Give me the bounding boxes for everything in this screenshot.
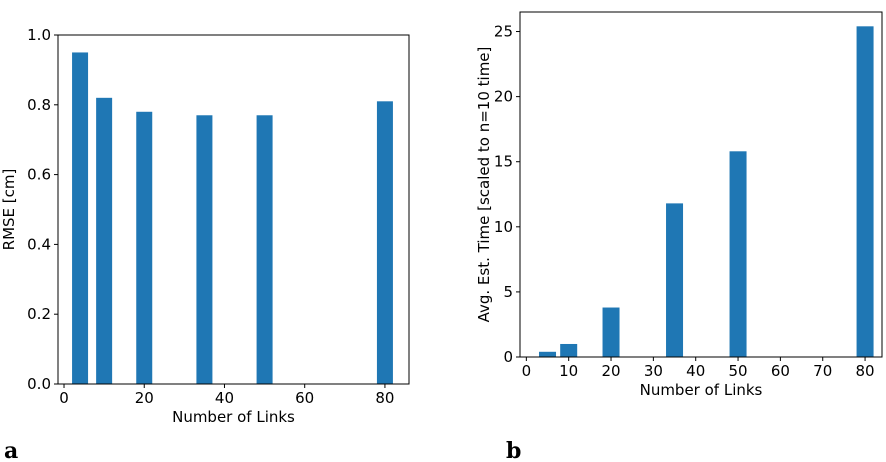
x-tick-label: 50: [728, 362, 747, 380]
y-tick-label: 25: [494, 23, 513, 41]
bar: [602, 307, 620, 357]
x-tick-label: 0: [59, 389, 69, 407]
bar: [196, 115, 213, 385]
y-tick-label: 0.4: [27, 235, 51, 253]
x-tick-label: 80: [856, 362, 875, 380]
bar: [560, 343, 578, 357]
panel-label: b: [506, 438, 521, 462]
y-axis-label: RMSE [cm]: [0, 169, 18, 251]
y-tick-label: 0.6: [27, 166, 51, 184]
plot-frame: [519, 11, 883, 358]
x-tick-label: 0: [522, 362, 532, 380]
x-tick-label: 60: [771, 362, 790, 380]
bar: [729, 151, 747, 357]
y-tick-label: 0.2: [27, 305, 51, 323]
x-tick-label: 30: [644, 362, 663, 380]
bar: [376, 101, 393, 384]
x-tick-label: 70: [813, 362, 832, 380]
x-tick-label: 80: [375, 389, 394, 407]
y-tick-label: 5: [503, 283, 513, 301]
x-tick-label: 40: [686, 362, 705, 380]
y-tick-label: 0.0: [27, 375, 51, 393]
bar: [72, 52, 89, 384]
bar: [539, 351, 557, 357]
x-tick-label: 20: [601, 362, 620, 380]
y-tick-label: 15: [494, 153, 513, 171]
bar: [256, 115, 273, 385]
bar: [856, 26, 874, 358]
chart-a: 0 20 40 60 80 0.0 0.2 0.4 0.6 0.8 1.0 Number of Lin…: [0, 26, 410, 462]
panel-label: a: [4, 438, 18, 462]
y-tick-label: 0.8: [27, 96, 51, 114]
plot-frame: [57, 34, 410, 385]
chart-b: 0 10 20 30 40 50 60 70 80 0 5 10 15 20 25 Number of Lin…: [475, 11, 883, 462]
x-tick-label: 10: [559, 362, 578, 380]
bar: [666, 203, 684, 357]
x-tick-label: 40: [215, 389, 234, 407]
y-tick-label: 0: [503, 348, 513, 366]
x-tick-label: 60: [295, 389, 314, 407]
x-axis-label: Number of Links: [640, 381, 763, 399]
y-tick-label: 10: [494, 218, 513, 236]
x-axis-label: Number of Links: [172, 408, 295, 426]
bar: [136, 111, 153, 384]
y-axis-label: Avg. Est. Time [scaled to n=10 time]: [475, 47, 493, 323]
y-tick-label: 20: [494, 88, 513, 106]
bar: [96, 97, 113, 384]
y-tick-label: 1.0: [27, 26, 51, 44]
x-tick-label: 20: [135, 389, 154, 407]
